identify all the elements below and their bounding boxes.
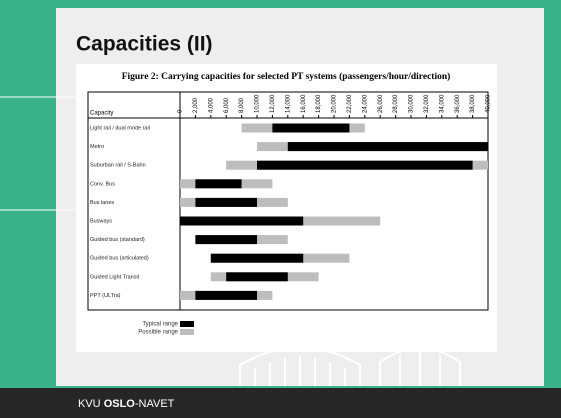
y-tick-label: Suburban rail / S-Bahn	[90, 163, 146, 169]
x-tick-label: 38,000	[470, 94, 476, 113]
category-header: Capacity	[90, 111, 113, 117]
legend-swatch	[180, 329, 194, 335]
x-tick-label: 6,000	[224, 97, 230, 113]
x-tick-label: 34,000	[439, 94, 445, 113]
range-bar	[180, 216, 304, 226]
range-bar	[195, 179, 242, 189]
x-tick-label: 16,000	[301, 94, 307, 113]
range-bar	[210, 253, 304, 263]
y-tick-label: Busways	[90, 218, 112, 224]
footer-bar	[0, 388, 561, 418]
y-tick-label: Bus lanes	[90, 200, 114, 206]
legend-label: Possible range	[138, 330, 178, 336]
y-tick-label: Guided bus (articulated)	[90, 256, 149, 262]
x-tick-label: 14,000	[285, 94, 291, 113]
x-tick-label: 24,000	[362, 94, 368, 113]
plot-frame	[87, 91, 489, 311]
x-tick-label: 4,000	[208, 97, 214, 113]
x-tick-label: 8,000	[239, 97, 245, 113]
y-tick-label: Conv. Bus	[90, 181, 115, 187]
x-tick-label: 20,000	[332, 94, 338, 113]
x-tick-label: 28,000	[393, 94, 399, 113]
x-tick-label: 22,000	[347, 94, 353, 113]
range-bar	[287, 142, 488, 152]
figure-panel	[76, 64, 497, 352]
x-tick-label: 32,000	[424, 94, 430, 113]
footer-text: OSLO	[104, 398, 136, 410]
chart: Capacity 0 2,000 4,000 6,000 8,000 10,000 12,00…	[87, 91, 492, 336]
range-bar	[195, 290, 257, 300]
footer-brand: KVU OSLO-NAVET	[78, 398, 175, 410]
range-bar	[272, 123, 350, 133]
y-tick-label: Metro	[90, 144, 104, 150]
legend-swatch	[180, 321, 194, 327]
legend-label: Typical range	[142, 322, 178, 328]
range-bar	[226, 272, 288, 282]
x-tick-label: 36,000	[455, 94, 461, 113]
x-tick-label: 0	[178, 109, 184, 113]
x-tick-label: 30,000	[409, 94, 415, 113]
x-tick-label: 10,000	[255, 94, 261, 113]
slide-title: Capacities (II)	[76, 33, 213, 56]
range-bar	[257, 160, 473, 170]
range-bar	[195, 197, 257, 207]
chart-title: Figure 2: Carrying capacities for select…	[122, 71, 451, 82]
x-tick-label: 2,000	[193, 97, 199, 113]
y-tick-label: Guided bus (standard)	[90, 237, 145, 243]
y-tick-label: Guided Light Transit	[90, 274, 140, 280]
y-tick-label: PPT (ULTra)	[90, 293, 121, 299]
range-bar	[195, 235, 257, 245]
footer-text: -NAVET	[135, 398, 175, 410]
x-tick-label: 26,000	[378, 94, 384, 113]
x-tick-label: 12,000	[270, 94, 276, 113]
x-tick-label: 18,000	[316, 94, 322, 113]
y-tick-label: Light rail / dual mode rail	[90, 125, 150, 131]
x-tick-label: 40,000	[486, 94, 492, 113]
footer-text: KVU	[78, 398, 104, 410]
